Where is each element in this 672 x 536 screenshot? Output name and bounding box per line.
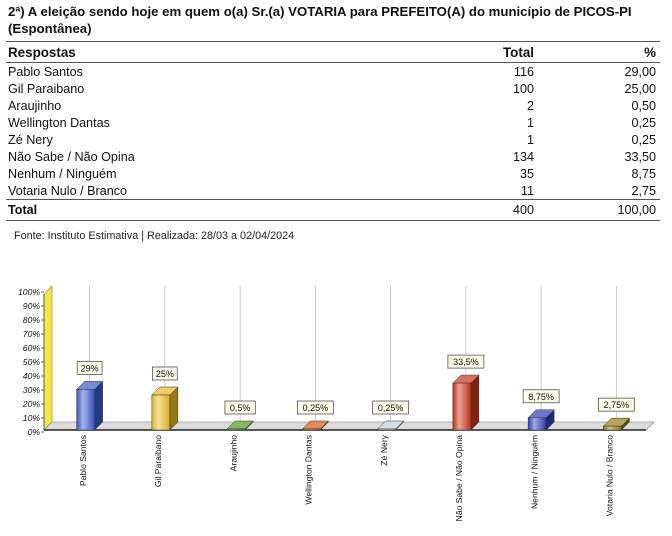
data-label: 25% — [156, 369, 174, 379]
total-percent: 100,00 — [617, 203, 656, 217]
bar-chart: 0% 10% 20% 30% 40% 50% 60% 70% 80% 90% 100% 29% Pabl… — [18, 285, 655, 522]
cell-pct: 0,25 — [631, 115, 656, 130]
table-row: Gil Paraibano 100 25,00 — [6, 80, 660, 97]
bar — [452, 382, 472, 431]
floor — [43, 421, 655, 431]
source-note: Fonte: Instituto Estimativa | Realizada:… — [14, 230, 295, 242]
y-tick-label: 40% — [23, 371, 41, 381]
cell-pct: 0,50 — [631, 98, 656, 113]
table-row: Não Sabe / Não Opina 134 33,50 — [6, 148, 660, 165]
header-percent: % — [644, 44, 656, 60]
cell-total: 116 — [513, 64, 534, 79]
data-label-box — [522, 389, 560, 404]
data-label: 8,75% — [528, 392, 554, 402]
category-label: Wellington Dantas — [304, 435, 314, 505]
bar — [76, 389, 95, 431]
data-label-box — [372, 400, 410, 415]
table-row: Pablo Santos 116 29,00 — [6, 63, 660, 81]
cell-pct: 0,25 — [631, 132, 656, 147]
cell-label: Zé Nery — [8, 132, 53, 147]
data-label: 0,25% — [378, 403, 404, 413]
total-label: Total — [8, 203, 38, 217]
chart-title: 2ª) A eleição sendo hoje em quem o(a) Sr… — [8, 4, 632, 36]
cell-pct: 29,00 — [624, 64, 656, 79]
table-row: Araujinho 2 0,50 — [6, 97, 660, 114]
category-label: Nenhum / Ninguém — [529, 435, 539, 509]
y-tick-label: 60% — [23, 343, 41, 353]
data-label-box — [224, 400, 256, 415]
side-wall — [43, 285, 53, 431]
data-label: 29% — [81, 363, 99, 373]
cell-total: 2 — [526, 98, 534, 113]
category-label: Votaria Nulo / Branco — [605, 435, 615, 516]
cell-label: Votaria Nulo / Branco — [8, 183, 128, 198]
category-label: Não Sabe / Não Opina — [454, 435, 464, 522]
y-tick-label: 30% — [23, 385, 41, 395]
table-header-row: Respostas Total % — [6, 41, 660, 63]
cell-pct: 2,75 — [631, 183, 656, 198]
cell-label: Wellington Dantas — [8, 115, 110, 130]
data-label: 33,5% — [453, 357, 479, 367]
header-respostas: Respostas — [8, 44, 76, 60]
table-total-row: Total 400 100,00 — [6, 199, 660, 221]
bar — [603, 425, 622, 431]
cell-label: Gil Paraibano — [8, 81, 85, 96]
category-label: Gil Paraibano — [153, 435, 163, 487]
cell-total: 11 — [520, 183, 534, 198]
category-label: Pablo Santos — [78, 435, 88, 486]
cell-total: 1 — [526, 132, 534, 147]
bar — [226, 428, 246, 431]
y-tick-label: 70% — [23, 329, 41, 339]
cell-pct: 33,50 — [624, 149, 656, 164]
cell-total: 134 — [512, 149, 534, 164]
y-tick-label: 20% — [22, 399, 41, 409]
category-label: Zé Nery — [379, 434, 389, 465]
cell-label: Não Sabe / Não Opina — [8, 149, 135, 164]
bar — [302, 428, 321, 431]
table-row: Votaria Nulo / Branco 11 2,75 — [6, 182, 660, 200]
results-table: Respostas Total % Pablo Santos 116 29,00 Gi… — [6, 41, 660, 221]
header-total: Total — [503, 44, 534, 60]
y-tick-label: 80% — [23, 315, 41, 325]
y-tick-label: 100% — [18, 287, 40, 297]
cell-label: Araujinho — [8, 98, 62, 113]
cell-total: 100 — [512, 81, 534, 96]
bar — [151, 394, 171, 431]
data-label-box — [597, 397, 635, 412]
cell-total: 1 — [526, 115, 534, 130]
table-row: Nenhum / Ninguém 35 8,75 — [6, 165, 660, 182]
y-tick-label: 0% — [28, 427, 41, 437]
data-label-box — [152, 366, 178, 381]
category-label: Araujinho — [228, 435, 238, 472]
table-row: Zé Nery 1 0,25 — [6, 131, 660, 148]
y-tick-label: 50% — [23, 357, 41, 367]
data-label-box — [447, 354, 485, 369]
cell-pct: 25,00 — [624, 81, 656, 96]
cell-label: Pablo Santos — [8, 64, 83, 79]
bar — [527, 417, 547, 431]
cell-total: 35 — [519, 166, 534, 181]
bar-side — [94, 380, 103, 431]
cell-label: Nenhum / Ninguém — [8, 166, 117, 181]
data-label: 0,25% — [303, 403, 329, 413]
data-label: 2,75% — [604, 400, 630, 410]
y-tick-label: 10% — [23, 413, 41, 423]
table-row: Wellington Dantas 1 0,25 — [6, 114, 660, 131]
total-count: 400 — [512, 203, 534, 217]
data-label-box — [296, 400, 334, 415]
bar — [377, 428, 396, 431]
y-tick-label: 90% — [23, 301, 41, 311]
bar-side — [470, 374, 480, 431]
data-label-box — [76, 361, 103, 375]
data-label: 0,5% — [230, 403, 251, 413]
cell-pct: 8,75 — [631, 166, 656, 181]
